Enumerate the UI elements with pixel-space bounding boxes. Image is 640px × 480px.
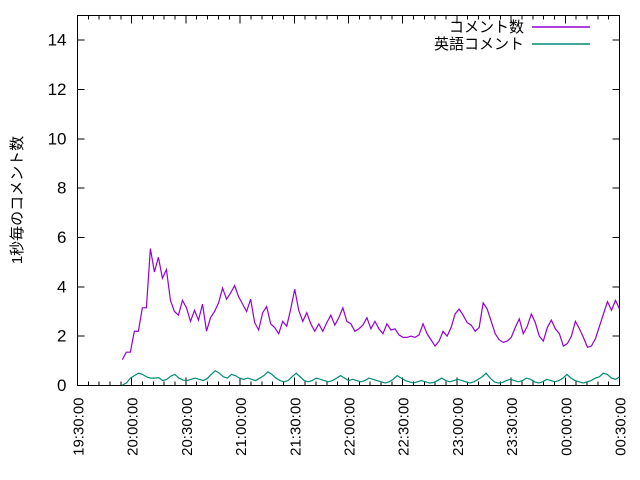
y-axis-tick-labels: 0 2 4 6 8 10 12 14 — [48, 31, 67, 395]
y-tick-label: 6 — [57, 228, 66, 247]
x-tick-label: 22:30:00 — [396, 398, 413, 456]
x-tick-label: 00:30:00 — [613, 398, 630, 456]
series-lines — [121, 248, 621, 386]
y-tick-label: 12 — [48, 80, 67, 99]
y-axis-ticks — [77, 39, 620, 386]
x-tick-label: 21:30:00 — [287, 398, 304, 456]
legend-label-1: コメント数 — [449, 19, 524, 36]
legend-label-2: 英語コメント — [434, 35, 524, 53]
x-tick-label: 22:00:00 — [342, 398, 359, 456]
y-axis-title: 1秒毎のコメント数 — [9, 136, 26, 264]
y-tick-label: 10 — [48, 129, 67, 148]
plot-frame — [77, 15, 620, 386]
x-tick-label: 23:30:00 — [504, 398, 521, 456]
y-tick-label: 14 — [48, 31, 67, 50]
series-line-1 — [121, 248, 621, 360]
x-tick-label: 20:30:00 — [179, 398, 196, 456]
y-tick-label: 8 — [57, 179, 66, 198]
x-axis-ticks — [77, 15, 620, 386]
x-tick-label: 19:30:00 — [71, 398, 88, 456]
y-tick-label: 2 — [57, 327, 66, 346]
x-tick-label: 00:00:00 — [558, 398, 575, 456]
y-tick-label: 0 — [57, 376, 66, 395]
y-tick-label: 4 — [57, 277, 66, 296]
x-tick-label: 21:00:00 — [233, 398, 250, 456]
x-tick-label: 23:00:00 — [450, 398, 467, 456]
series-line-2 — [122, 369, 620, 386]
x-tick-label: 20:00:00 — [125, 398, 142, 456]
x-axis-tick-labels: 19:30:00 20:00:00 20:30:00 21:00:00 21:30:00… — [71, 398, 630, 456]
